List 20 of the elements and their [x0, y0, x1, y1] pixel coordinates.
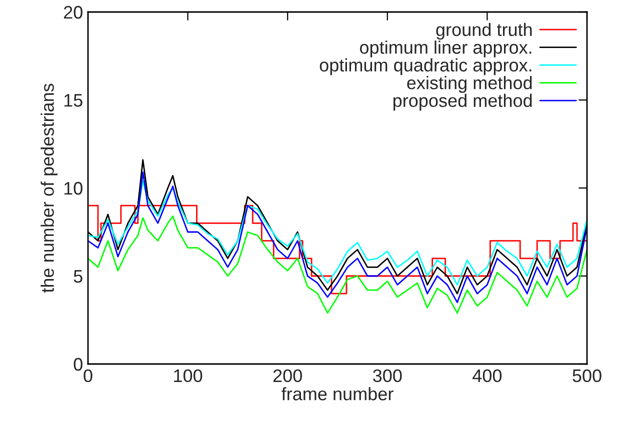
x-axis-title: frame number	[282, 387, 394, 400]
x-tick-label: 0	[84, 369, 92, 382]
legend-label: existing method	[407, 76, 532, 93]
y-tick-label: 10	[64, 182, 82, 195]
y-axis-title: the number of pedestrians	[40, 84, 58, 293]
x-tick-label: 100	[174, 369, 202, 382]
line-series	[88, 180, 587, 286]
y-tick-label: 15	[64, 94, 82, 107]
y-tick-label: 0	[74, 358, 82, 371]
legend-label: optimum quadratic approx.	[320, 58, 532, 76]
legend-label: proposed method	[393, 94, 532, 111]
x-tick-label: 400	[472, 369, 502, 382]
y-tick-label: 20	[64, 6, 82, 19]
x-tick-label: 200	[273, 369, 302, 382]
x-tick-label: 500	[572, 369, 602, 382]
legend-label: ground truth	[436, 22, 532, 40]
legend-label: optimum liner approx.	[360, 40, 532, 58]
y-tick-label: 5	[74, 270, 82, 283]
line-series	[88, 215, 587, 314]
x-tick-label: 300	[373, 369, 402, 382]
